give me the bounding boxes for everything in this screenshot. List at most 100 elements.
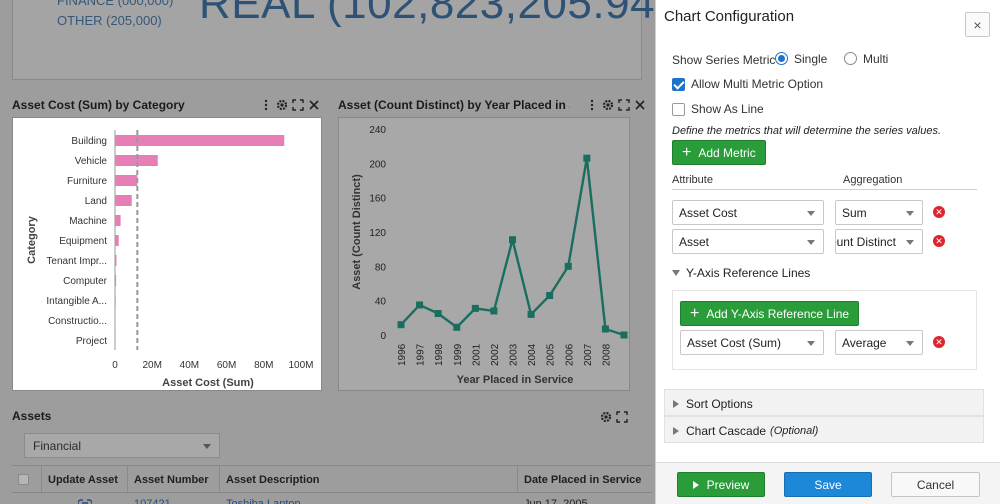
link-icon[interactable] <box>42 493 128 504</box>
panel-footer: Preview Save Cancel <box>656 462 1000 504</box>
show-as-line-checkbox[interactable] <box>672 103 685 116</box>
x-tick-label: 100M <box>288 360 313 371</box>
remove-reference-line-icon[interactable]: ✕ <box>933 336 945 348</box>
bar <box>115 195 132 206</box>
preview-button[interactable]: Preview <box>677 472 765 497</box>
optional-tag: (Optional) <box>770 425 819 437</box>
data-point <box>620 331 628 339</box>
row-select[interactable] <box>12 493 42 504</box>
reference-line-metric-select[interactable]: Asset Cost (Sum) <box>680 330 824 355</box>
gear-icon[interactable] <box>600 411 612 423</box>
bar <box>115 135 285 146</box>
asset-date: Jun 17, 2005 <box>524 498 588 504</box>
data-point <box>453 323 461 331</box>
reference-lines-container <box>672 290 977 370</box>
metric-attribute-value: Asset Cost <box>679 206 738 220</box>
kpi-total-value: REAL (102,823,205.94) <box>199 0 655 28</box>
x-tick-label: 2004 <box>527 343 538 366</box>
panel-title: Chart Configuration <box>664 8 795 25</box>
asset-description-link[interactable]: Toshiba Laptop <box>226 498 301 504</box>
y-tick-label: 240 <box>369 125 386 136</box>
data-point <box>601 325 609 333</box>
x-tick-label: 1998 <box>434 343 445 366</box>
assets-filter-select[interactable]: Financial <box>24 433 220 458</box>
multi-radio-label[interactable]: Multi <box>863 52 889 66</box>
remove-metric-icon[interactable]: ✕ <box>933 235 945 247</box>
aggregation-header: Aggregation <box>843 174 903 186</box>
column-update-asset[interactable]: Update Asset <box>42 466 128 492</box>
category-tick-label: Machine <box>69 216 107 227</box>
gear-icon[interactable] <box>276 99 288 111</box>
metric-aggregation-select[interactable]: Sum <box>835 200 923 225</box>
save-button[interactable]: Save <box>784 472 872 497</box>
allow-multi-metric-checkbox[interactable] <box>672 78 685 91</box>
select-all-checkbox[interactable] <box>18 474 29 485</box>
data-point <box>527 310 535 318</box>
chart2-title: Asset (Count Distinct) by Year Placed in… <box>338 98 570 112</box>
metric-aggregation-select[interactable]: Count Distinct <box>835 229 923 254</box>
chevron-down-icon <box>807 341 815 346</box>
category-tick-label: Vehicle <box>75 156 108 167</box>
y-axis-reference-lines-header[interactable]: Y-Axis Reference Lines <box>672 266 810 280</box>
add-metric-button[interactable]: + Add Metric <box>672 140 766 165</box>
column-date-placed[interactable]: Date Placed in Service <box>524 474 642 486</box>
column-asset-description[interactable]: Asset Description <box>220 466 518 492</box>
cancel-label: Cancel <box>916 477 955 492</box>
close-panel-button[interactable]: × <box>965 12 990 37</box>
select-all-column[interactable] <box>12 466 42 492</box>
chevron-down-icon <box>906 341 914 346</box>
metrics-hint-text: Define the metrics that will determine t… <box>672 125 942 137</box>
x-tick-label: 60M <box>217 360 236 371</box>
data-point <box>397 321 405 329</box>
chart1-title: Asset Cost (Sum) by Category <box>12 98 185 112</box>
table-row: 107421 Toshiba Laptop Jun 17, 2005 <box>12 493 652 504</box>
more-icon[interactable] <box>586 99 598 111</box>
reference-line-type-select[interactable]: Average <box>835 330 923 355</box>
data-point <box>583 154 591 162</box>
data-point <box>490 307 498 315</box>
caret-right-icon <box>673 400 679 408</box>
sort-options-label: Sort Options <box>686 397 753 411</box>
data-point <box>416 301 424 309</box>
category-tick-label: Furniture <box>67 176 107 187</box>
y-tick-label: 160 <box>369 194 386 205</box>
y-tick-label: 0 <box>380 331 386 342</box>
close-icon[interactable] <box>308 99 320 111</box>
kpi-label-other: OTHER (205,000) <box>57 13 162 28</box>
allow-multi-metric-label[interactable]: Allow Multi Metric Option <box>691 77 824 91</box>
chart-cascade-section[interactable]: Chart Cascade (Optional) <box>664 416 984 443</box>
asset-number-link[interactable]: 107421 <box>134 498 171 504</box>
column-asset-number[interactable]: Asset Number <box>128 466 220 492</box>
expand-icon[interactable] <box>618 99 630 111</box>
sort-options-section[interactable]: Sort Options <box>664 389 984 416</box>
add-metric-label: Add Metric <box>698 145 756 160</box>
more-icon[interactable] <box>260 99 272 111</box>
dashboard-backdrop: FINANCE (000,000) OTHER (205,000) REAL (… <box>12 0 655 504</box>
remove-metric-icon[interactable]: ✕ <box>933 206 945 218</box>
x-axis-title: Asset Cost (Sum) <box>162 377 254 389</box>
x-tick-label: 40M <box>180 360 199 371</box>
x-tick-label: 20M <box>142 360 161 371</box>
y-tick-label: 40 <box>375 297 387 308</box>
single-radio[interactable] <box>775 52 788 65</box>
caret-down-icon <box>672 270 680 276</box>
x-tick-label: 80M <box>254 360 273 371</box>
data-point <box>471 304 479 312</box>
add-reference-line-button[interactable]: + Add Y-Axis Reference Line <box>680 301 860 326</box>
expand-icon[interactable] <box>292 99 304 111</box>
metric-attribute-select[interactable]: Asset Cost <box>672 200 824 225</box>
x-tick-label: 1997 <box>416 343 427 366</box>
single-radio-label[interactable]: Single <box>794 52 828 66</box>
chart-configuration-panel: Chart Configuration × Show Series Metric… <box>655 0 1000 504</box>
gear-icon[interactable] <box>602 99 614 111</box>
cancel-button[interactable]: Cancel <box>891 472 980 497</box>
multi-radio[interactable] <box>844 52 857 65</box>
kpi-label-finance: FINANCE (000,000) <box>57 0 174 8</box>
close-icon[interactable] <box>634 99 646 111</box>
plus-icon: + <box>682 143 692 161</box>
bar <box>115 275 117 286</box>
show-as-line-label[interactable]: Show As Line <box>691 102 764 116</box>
expand-icon[interactable] <box>616 411 628 423</box>
metric-attribute-select[interactable]: Asset <box>672 229 824 254</box>
chevron-down-icon <box>807 240 815 245</box>
